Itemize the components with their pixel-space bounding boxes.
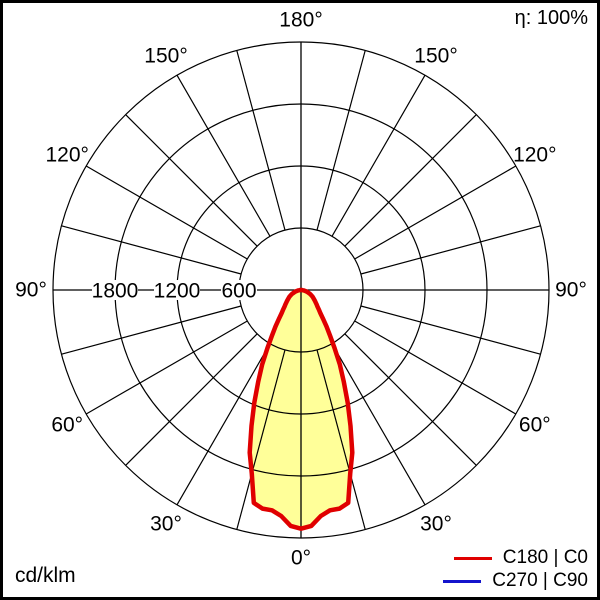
angle-label-0: 0° [291, 547, 311, 570]
radial-tick-mask [154, 280, 200, 300]
grid-spoke [176, 343, 271, 506]
legend-label-c270-c90: C270 | C90 [492, 570, 588, 591]
legend-swatch-c180-c0-icon [453, 556, 492, 560]
angle-label-120-left: 120° [45, 144, 88, 167]
radial-tick-mask [221, 280, 257, 300]
grid-spoke [61, 225, 242, 275]
angle-label-60-left: 60° [51, 414, 83, 437]
angle-label-60: 60° [519, 414, 551, 437]
grid-spoke [354, 165, 517, 260]
angle-label-150-left: 150° [144, 45, 187, 68]
grid-spoke [331, 74, 426, 237]
grid-spoke [360, 225, 541, 275]
grid-spoke [316, 349, 366, 530]
grid-spoke [331, 343, 426, 506]
efficiency-label: η: 100% [514, 7, 588, 29]
radial-tick-mask [92, 280, 138, 300]
angle-label-90-left: 90° [15, 279, 47, 302]
grid-spoke [125, 114, 258, 247]
grid-spoke [236, 50, 286, 231]
grid-spoke [316, 50, 366, 231]
grid-spoke [176, 74, 271, 237]
angle-label-30: 30° [420, 512, 452, 535]
angle-label-30-left: 30° [150, 512, 182, 535]
grid-spoke [344, 114, 477, 247]
angle-label-120: 120° [513, 144, 556, 167]
curve-c180-c0 [247, 287, 355, 531]
legend-item-c180-c0: C180 | C0 [453, 547, 588, 568]
grid-spoke [85, 165, 248, 260]
unit-label: cd/klm [15, 564, 76, 587]
legend: C180 | C0 C270 | C90 [443, 548, 588, 591]
grid-spoke [360, 305, 541, 355]
angle-label-150: 150° [414, 45, 457, 68]
legend-label-c180-c0: C180 | C0 [502, 547, 588, 568]
angle-label-180: 180° [279, 9, 322, 32]
radial-tick-label: 600 [221, 280, 256, 303]
grid-spoke [61, 305, 242, 355]
radial-tick-label: 1800 [92, 280, 139, 303]
legend-swatch-c270-c90-icon [443, 579, 482, 583]
grid-spoke [236, 349, 286, 530]
angle-label-90: 90° [555, 279, 587, 302]
polar-intensity-chart: 600 1200 1800 0° 30° 30° 60° 60° 90° 90° 120° 120° 1… [15, 9, 587, 570]
grid-spoke [354, 320, 517, 415]
grid-spoke [344, 333, 477, 466]
radial-tick-label: 1200 [154, 280, 201, 303]
grid-spoke [85, 320, 248, 415]
grid-spoke [125, 333, 258, 466]
legend-item-c270-c90: C270 | C90 [443, 571, 588, 591]
